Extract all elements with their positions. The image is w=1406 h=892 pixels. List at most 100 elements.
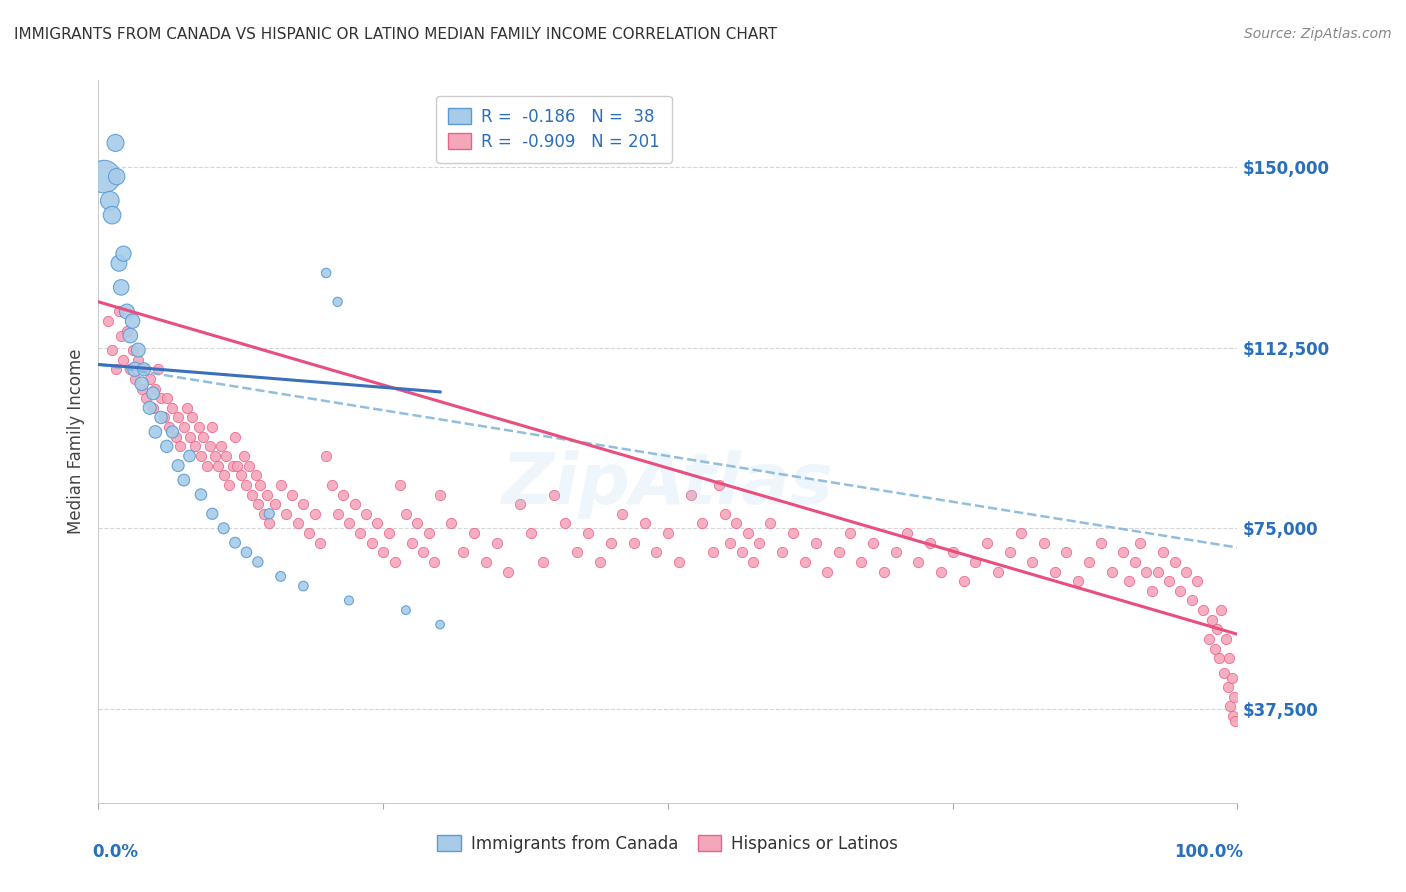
Point: [498, 565, 520, 579]
Point: [1205, 623, 1227, 637]
Point: [998, 545, 1021, 559]
Point: [1198, 632, 1220, 646]
Point: [98, 194, 121, 208]
Point: [782, 526, 804, 541]
Point: [1090, 535, 1112, 549]
Point: [1078, 555, 1101, 569]
Point: [108, 304, 131, 318]
Point: [224, 535, 246, 549]
Point: [1218, 680, 1240, 694]
Point: [215, 449, 238, 463]
Point: [146, 362, 169, 376]
Point: [987, 565, 1010, 579]
Point: [281, 487, 304, 501]
Point: [360, 535, 382, 549]
Point: [245, 468, 267, 483]
Point: [315, 266, 337, 280]
Point: [1201, 613, 1223, 627]
Point: [395, 603, 418, 617]
Point: [112, 352, 135, 367]
Point: [156, 391, 179, 405]
Point: [121, 343, 143, 357]
Point: [167, 410, 190, 425]
Point: [138, 401, 160, 415]
Point: [235, 478, 257, 492]
Point: [1192, 603, 1215, 617]
Point: [815, 565, 838, 579]
Point: [209, 439, 232, 453]
Point: [132, 362, 155, 376]
Point: [1223, 714, 1246, 728]
Point: [249, 478, 271, 492]
Point: [423, 555, 446, 569]
Point: [233, 449, 256, 463]
Point: [1204, 641, 1226, 656]
Point: [110, 280, 132, 294]
Point: [145, 382, 167, 396]
Point: [976, 535, 998, 549]
Point: [145, 425, 167, 439]
Point: [256, 487, 278, 501]
Point: [173, 473, 195, 487]
Point: [965, 555, 987, 569]
Point: [150, 410, 173, 425]
Point: [201, 420, 224, 434]
Point: [1152, 545, 1174, 559]
Y-axis label: Median Family Income: Median Family Income: [66, 349, 84, 534]
Point: [115, 324, 138, 338]
Point: [112, 246, 135, 260]
Point: [193, 430, 215, 444]
Point: [953, 574, 976, 589]
Point: [588, 555, 610, 569]
Point: [292, 579, 315, 593]
Point: [668, 555, 690, 569]
Point: [187, 420, 209, 434]
Point: [429, 487, 451, 501]
Point: [657, 526, 679, 541]
Point: [1054, 545, 1078, 559]
Point: [371, 545, 394, 559]
Point: [309, 535, 332, 549]
Point: [298, 526, 321, 541]
Point: [179, 430, 201, 444]
Point: [104, 136, 127, 150]
Point: [942, 545, 965, 559]
Point: [690, 516, 713, 531]
Point: [1112, 545, 1135, 559]
Point: [190, 449, 212, 463]
Point: [384, 555, 406, 569]
Point: [1032, 535, 1054, 549]
Point: [929, 565, 952, 579]
Point: [389, 478, 412, 492]
Point: [1157, 574, 1180, 589]
Point: [195, 458, 218, 473]
Point: [165, 430, 187, 444]
Point: [276, 507, 298, 521]
Point: [115, 304, 138, 318]
Point: [131, 382, 153, 396]
Point: [121, 314, 143, 328]
Text: IMMIGRANTS FROM CANADA VS HISPANIC OR LATINO MEDIAN FAMILY INCOME CORRELATION CH: IMMIGRANTS FROM CANADA VS HISPANIC OR LA…: [14, 27, 778, 42]
Point: [1222, 709, 1244, 723]
Point: [378, 526, 401, 541]
Point: [1208, 651, 1230, 665]
Point: [105, 169, 128, 184]
Point: [1146, 565, 1168, 579]
Point: [896, 526, 918, 541]
Point: [1043, 565, 1066, 579]
Point: [240, 487, 263, 501]
Point: [157, 420, 180, 434]
Point: [1129, 535, 1152, 549]
Point: [793, 555, 815, 569]
Point: [321, 478, 343, 492]
Point: [142, 401, 165, 415]
Point: [731, 545, 754, 559]
Point: [150, 391, 173, 405]
Point: [349, 526, 371, 541]
Point: [1223, 690, 1246, 704]
Point: [565, 545, 588, 559]
Point: [737, 526, 759, 541]
Point: [1140, 583, 1163, 598]
Point: [229, 468, 252, 483]
Point: [108, 256, 131, 270]
